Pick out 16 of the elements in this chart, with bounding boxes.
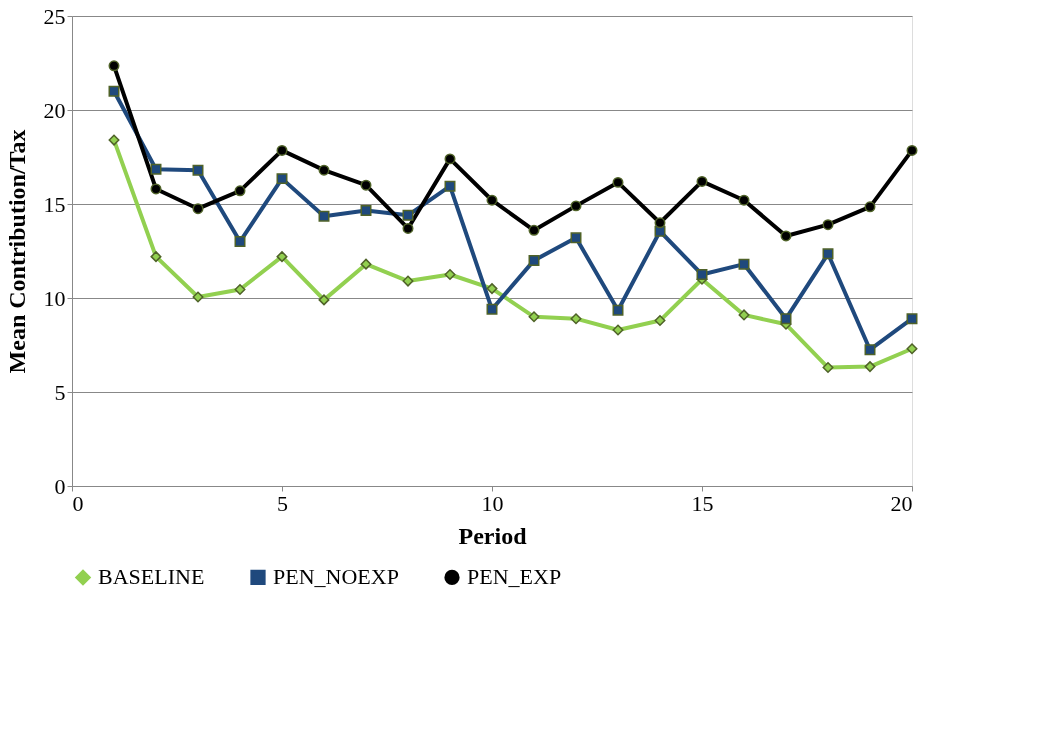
x-tick-label: 10 xyxy=(481,490,504,516)
x-axis-title: Period xyxy=(458,522,528,549)
x-tick-label: 0 xyxy=(72,490,84,516)
x-tick-label: 15 xyxy=(691,490,714,516)
x-tick-label: 5 xyxy=(277,490,288,516)
y-tick-label: 25 xyxy=(43,3,66,29)
y-tick-label: 5 xyxy=(54,379,66,405)
legend-label: PEN_EXP xyxy=(467,564,562,590)
x-tick-label: 20 xyxy=(890,490,913,516)
y-tick-label: 15 xyxy=(43,191,66,217)
y-axis-title: Mean Contribution/Tax xyxy=(3,129,30,374)
legend-label: PEN_NOEXP xyxy=(273,564,399,590)
y-tick-label: 10 xyxy=(43,285,66,311)
y-tick-label: 20 xyxy=(43,97,66,123)
y-tick-label: 0 xyxy=(54,473,66,499)
legend-label: BASELINE xyxy=(98,564,205,590)
